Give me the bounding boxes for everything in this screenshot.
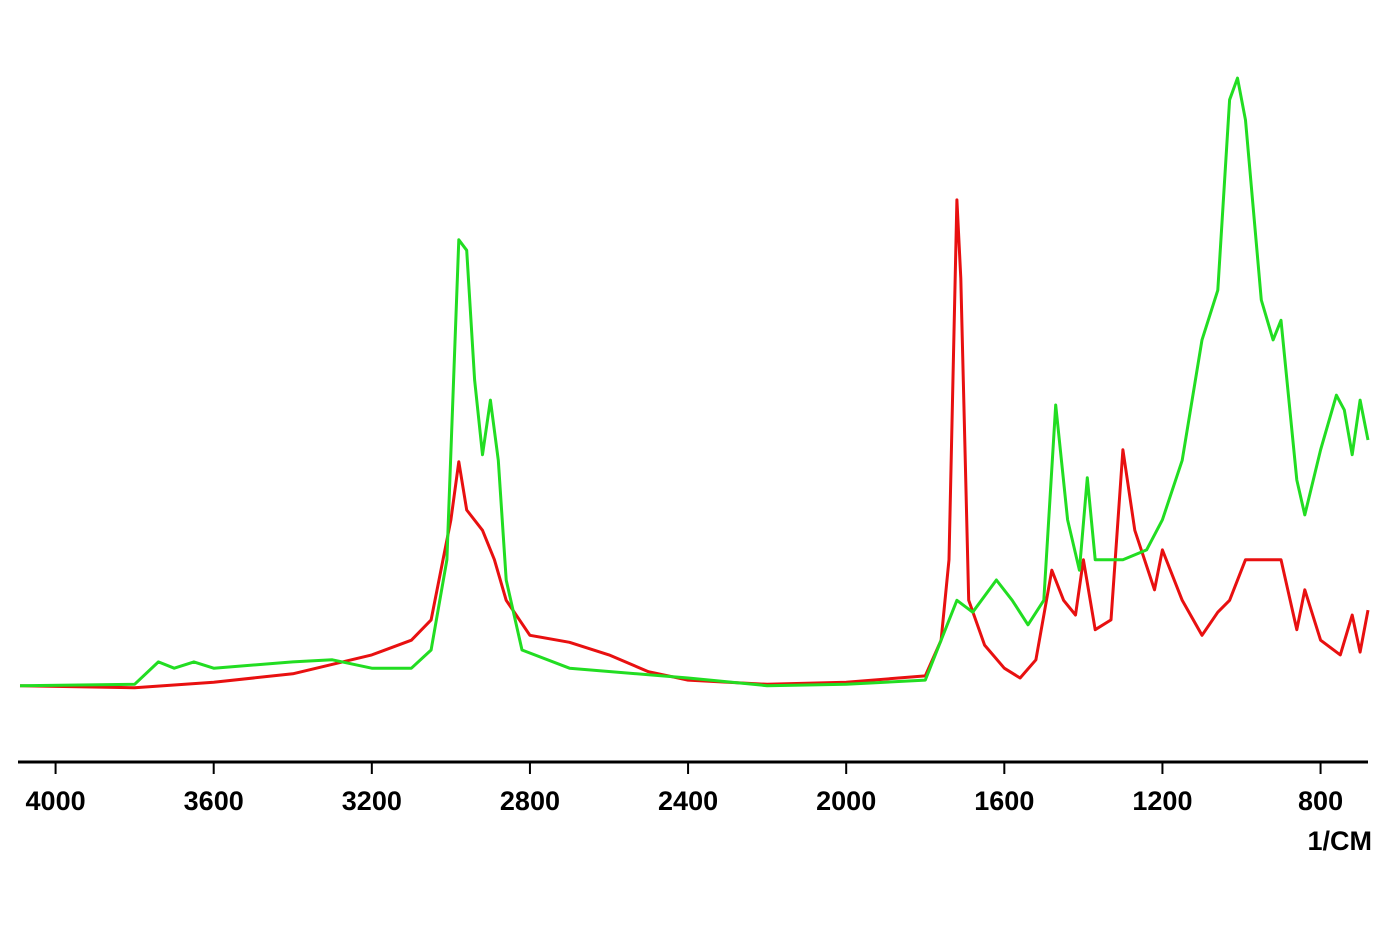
x-axis-label: 1/CM — [1307, 826, 1372, 856]
x-tick-label: 1200 — [1132, 786, 1192, 816]
x-tick-label: 4000 — [26, 786, 86, 816]
x-tick-label: 1600 — [974, 786, 1034, 816]
x-tick-label: 2000 — [816, 786, 876, 816]
spectrum-line — [19, 76, 1370, 688]
x-tick-label: 3600 — [184, 786, 244, 816]
x-tick-label: 800 — [1298, 786, 1343, 816]
x-tick-label: 2800 — [500, 786, 560, 816]
spectrum-line — [19, 198, 1370, 690]
x-tick-label: 2400 — [658, 786, 718, 816]
x-tick-label: 3200 — [342, 786, 402, 816]
